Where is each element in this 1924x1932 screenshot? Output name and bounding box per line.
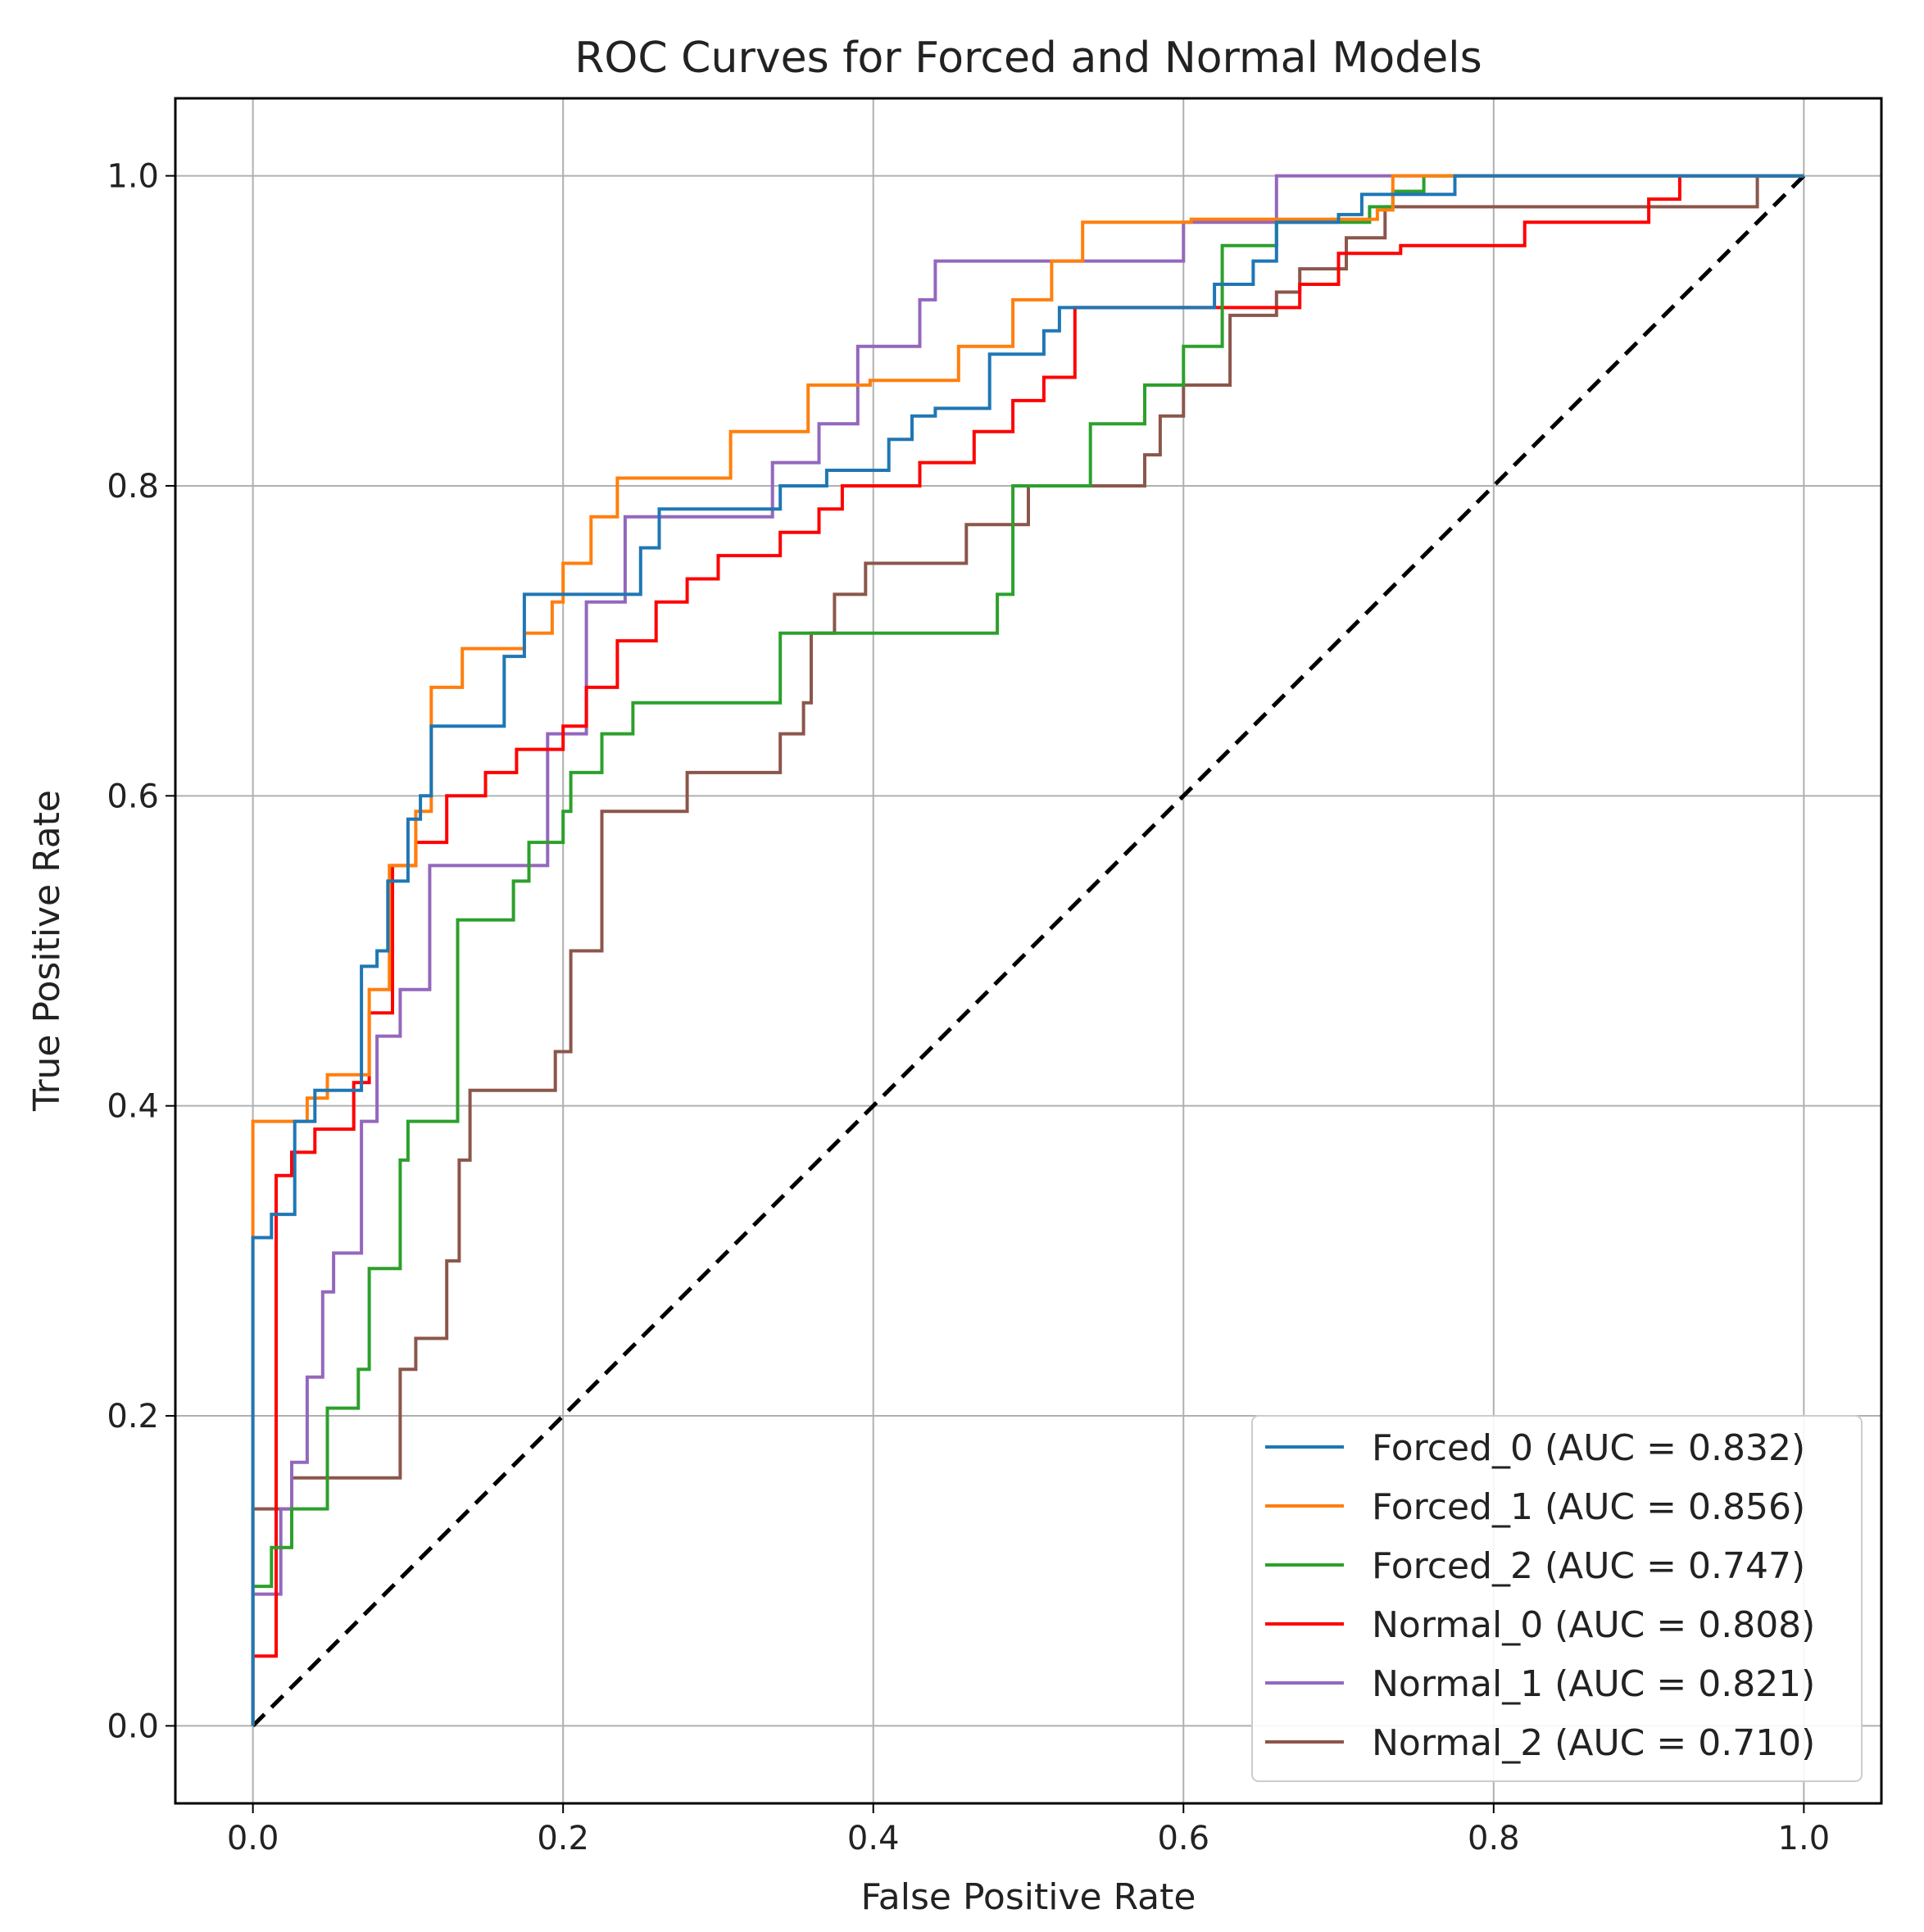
series-line-forced-1 <box>251 174 1804 1726</box>
y-tick-label-0: 0.0 <box>107 1708 159 1745</box>
legend-box <box>1251 1415 1863 1782</box>
legend-label-normal-2: Normal_2 (AUC = 0.710) <box>1372 1722 1815 1764</box>
y-tick-label-2: 0.4 <box>107 1088 159 1126</box>
legend-label-normal-1: Normal_1 (AUC = 0.821) <box>1372 1663 1815 1705</box>
series-group <box>251 174 1804 1726</box>
y-tick-label-3: 0.6 <box>107 778 159 815</box>
x-tick-label-2: 0.4 <box>847 1820 900 1857</box>
x-tick-label-1: 0.2 <box>537 1820 589 1857</box>
x-axis-label: False Positive Rate <box>861 1876 1196 1918</box>
x-tick-label-4: 0.8 <box>1468 1820 1520 1857</box>
legend-label-forced-2: Forced_2 (AUC = 0.747) <box>1372 1545 1805 1587</box>
x-tick-label-3: 0.6 <box>1157 1820 1209 1857</box>
chart-title: ROC Curves for Forced and Normal Models <box>574 34 1482 83</box>
plot-frame <box>174 97 1883 1805</box>
y-tick-label-5: 1.0 <box>107 158 159 196</box>
y-tick-label-4: 0.8 <box>107 468 159 506</box>
series-line-normal-1 <box>251 174 1804 1726</box>
legend-label-normal-0: Normal_0 (AUC = 0.808) <box>1372 1604 1815 1646</box>
series-line-forced-2 <box>251 174 1804 1726</box>
x-tick-label-0: 0.0 <box>227 1820 279 1857</box>
legend-label-forced-0: Forced_0 (AUC = 0.832) <box>1372 1427 1805 1469</box>
y-tick-label-1: 0.2 <box>107 1398 159 1435</box>
legend: Forced_0 (AUC = 0.832) Forced_1 (AUC = 0.… <box>1251 1415 1863 1782</box>
series-line-forced-0 <box>251 174 1804 1726</box>
legend-label-forced-1: Forced_1 (AUC = 0.856) <box>1372 1486 1805 1528</box>
ticks: 0.0 0.2 0.4 0.6 0.8 1.0 0.0 0.2 0.4 0.6 0.8 1.0 <box>107 158 1830 1857</box>
y-axis-label: True Positive Rate <box>26 790 68 1112</box>
x-tick-label-5: 1.0 <box>1778 1820 1831 1857</box>
